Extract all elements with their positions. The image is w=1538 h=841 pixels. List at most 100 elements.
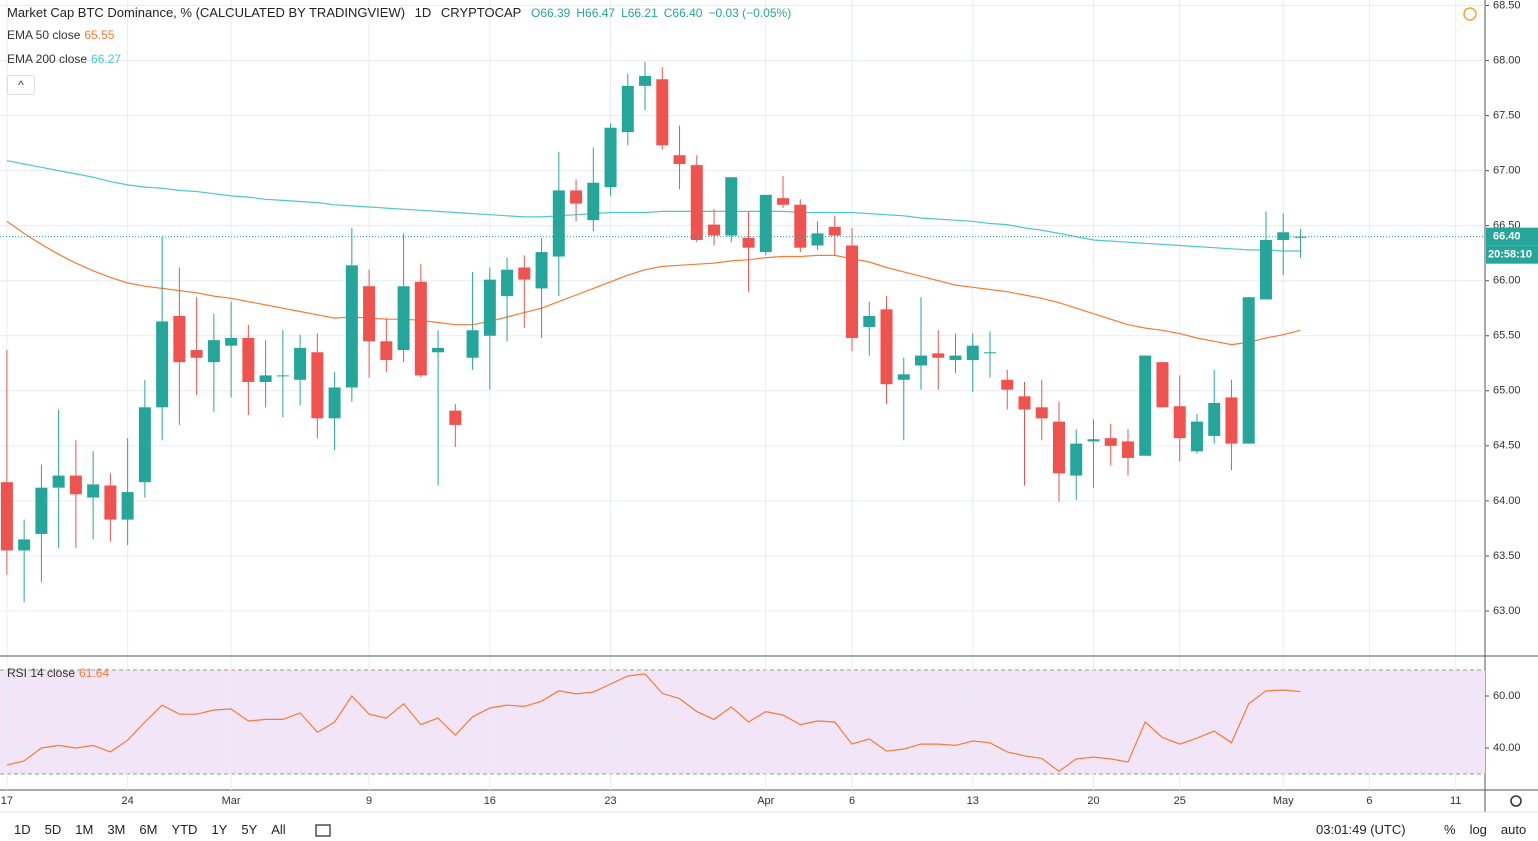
range-button[interactable]: 6M <box>139 822 158 837</box>
candle-body <box>794 204 807 248</box>
countdown-label: 20:58:10 <box>1488 249 1532 261</box>
ema-line <box>6 220 1301 346</box>
header: Market Cap BTC Dominance, % (CALCULATED … <box>7 5 803 20</box>
y-tick-label: 64.00 <box>1493 495 1521 507</box>
candle-body <box>656 79 669 146</box>
candle-body <box>811 233 824 246</box>
candle-body <box>639 75 652 86</box>
candle-body <box>1052 421 1065 474</box>
candle-body <box>518 267 531 280</box>
range-button[interactable]: 5Y <box>241 822 258 837</box>
candle-body <box>1294 236 1307 238</box>
y-tick-label: 68.00 <box>1493 54 1521 66</box>
candle-body <box>414 281 427 376</box>
scale-option[interactable]: log <box>1469 822 1487 837</box>
y-tick-label: 67.50 <box>1493 109 1521 121</box>
candle-body <box>1139 355 1152 456</box>
candle-body <box>276 375 289 377</box>
range-button[interactable]: All <box>271 822 286 837</box>
last-price-box <box>1486 227 1538 246</box>
stat: H66.47 <box>576 6 616 20</box>
indicator-value: 61.64 <box>79 666 110 680</box>
candle-body <box>863 315 876 327</box>
range-button[interactable]: YTD <box>171 822 198 837</box>
x-tick-label: 13 <box>967 795 979 807</box>
rsi-band <box>0 670 1485 775</box>
x-tick-label: 17 <box>1 795 13 807</box>
collapse-button[interactable]: ^ <box>7 75 35 95</box>
candle-body <box>742 237 755 248</box>
candle-body <box>363 286 376 342</box>
candle-body <box>242 337 255 382</box>
candle-body <box>725 177 738 236</box>
range-button[interactable]: 1D <box>14 822 31 837</box>
stat: O66.39 <box>530 6 571 20</box>
candle-body <box>570 190 583 204</box>
y-tick-label: 67.00 <box>1493 165 1521 177</box>
indicator-entry: EMA 200 close 66.27 <box>7 52 121 66</box>
last-price-label: 66.40 <box>1493 231 1521 243</box>
indicator-value: 66.27 <box>91 52 122 66</box>
candle-body <box>552 190 565 257</box>
candle-body <box>690 165 703 240</box>
candle-body <box>1173 406 1186 439</box>
candle-body <box>828 226 841 236</box>
candle-body <box>501 269 514 297</box>
candle-body <box>345 265 358 388</box>
candle-body <box>673 155 686 165</box>
candle-body <box>1121 441 1134 458</box>
x-tick-label: 23 <box>604 795 616 807</box>
candle-body <box>587 182 600 221</box>
candle-body <box>1156 362 1169 408</box>
y-tick-label: 65.00 <box>1493 385 1521 397</box>
candle-body <box>69 475 82 495</box>
y-tick-label: 64.50 <box>1493 440 1521 452</box>
interval: 1D <box>414 5 432 20</box>
candle-body <box>156 321 169 408</box>
candle-body <box>380 341 393 360</box>
countdown-box <box>1486 245 1538 264</box>
candle-body <box>18 539 31 551</box>
candle-body <box>328 387 341 419</box>
candle-body <box>1277 232 1290 240</box>
y-tick-label: 63.50 <box>1493 550 1521 562</box>
candle-body <box>1001 379 1014 390</box>
scale-options: % log auto <box>1444 822 1538 837</box>
candle-body <box>1087 439 1100 442</box>
candle-body <box>432 347 445 353</box>
range-button[interactable]: 3M <box>107 822 126 837</box>
exchange: CRYPTOCAP <box>440 5 522 20</box>
candle-body <box>397 286 410 351</box>
candle-body <box>846 245 859 338</box>
candle-body <box>984 352 996 354</box>
range-button[interactable]: 1Y <box>211 822 228 837</box>
range-button[interactable]: 1M <box>75 822 94 837</box>
candle-body <box>932 353 945 358</box>
indicator-name: EMA 200 close <box>7 52 88 66</box>
indicator-name: EMA 50 close <box>7 28 81 42</box>
candle-body <box>294 347 307 380</box>
candle-body <box>708 224 721 236</box>
candle-body <box>121 492 134 520</box>
candle-body <box>173 315 186 363</box>
scale-option[interactable]: % <box>1444 822 1456 837</box>
scale-option[interactable]: auto <box>1500 822 1527 837</box>
stat: C66.40 <box>663 6 703 20</box>
candle-body <box>87 484 100 498</box>
stat: −0.03 (−0.05%) <box>708 6 792 20</box>
stats: O66.39 H66.47 L66.21 C66.40 −0.03 (−0.05%) <box>531 5 797 20</box>
candle-body <box>52 475 65 488</box>
y-tick-label: 68.50 <box>1493 0 1521 11</box>
candle-body <box>1104 438 1117 446</box>
candle-body <box>621 85 634 133</box>
range-button[interactable]: 5D <box>44 822 62 837</box>
candle-body <box>466 330 479 358</box>
title: Market Cap BTC Dominance, % (CALCULATED … <box>7 5 406 20</box>
candle-body <box>915 355 928 366</box>
indicator-name: RSI 14 close <box>7 666 76 680</box>
candle-body <box>138 407 151 483</box>
candle-body <box>449 410 462 425</box>
x-tick-label: 11 <box>1450 795 1461 807</box>
